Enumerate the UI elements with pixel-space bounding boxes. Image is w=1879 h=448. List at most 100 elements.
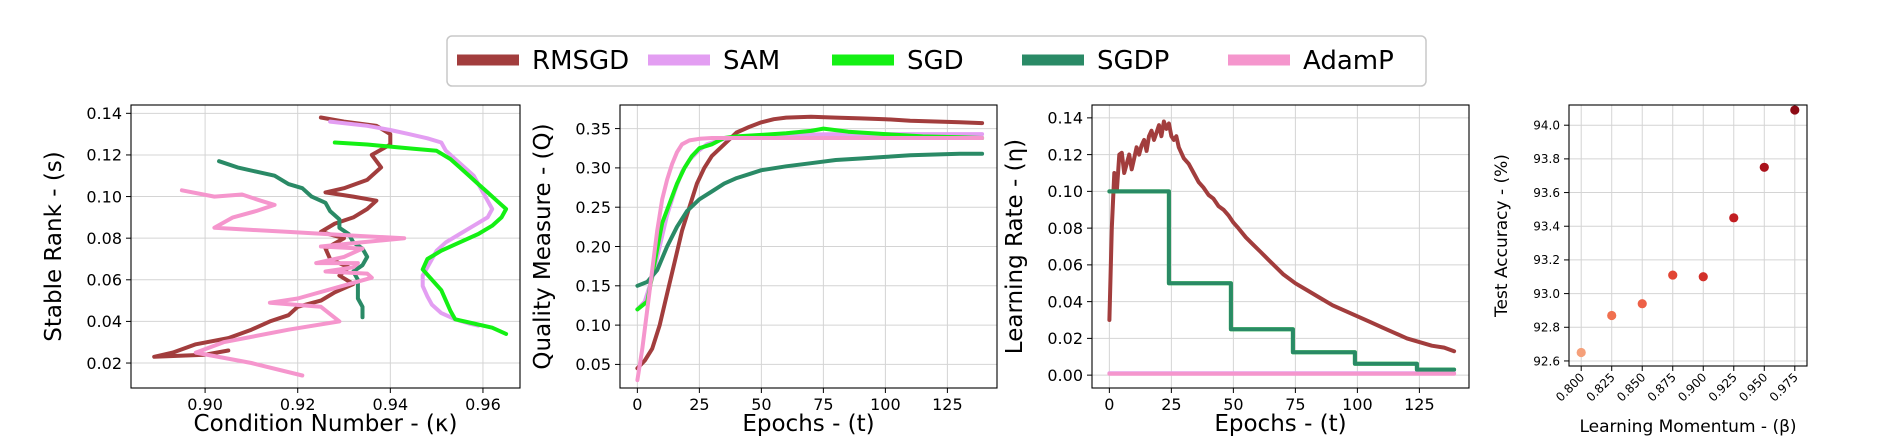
axes-frame: [1091, 104, 1470, 389]
y-tick-label: 93.2: [1533, 253, 1560, 267]
x-tick-label: 0.800: [1553, 370, 1587, 404]
y-tick-label: 0.35: [575, 119, 611, 138]
y-tick-label: 92.8: [1533, 321, 1560, 335]
axes-frame: [1568, 104, 1808, 367]
x-tick-label: 0.975: [1767, 370, 1801, 404]
x-tick-label: 75: [813, 395, 833, 414]
x-tick-label: 0.925: [1706, 370, 1740, 404]
x-tick-label: 0.850: [1614, 370, 1648, 404]
series-line-sgd: [1107, 189, 1457, 372]
x-axis-label: Condition Number - (κ): [194, 411, 458, 437]
y-tick-label: 0.10: [86, 187, 122, 206]
y-tick-label: 0.20: [575, 237, 611, 256]
y-tick-label: 93.8: [1533, 152, 1560, 166]
scatter-point: [1576, 347, 1586, 358]
series-line-rmsgd: [635, 114, 985, 371]
legend: RMSGD SAM SGD SGDP AdamP: [446, 35, 1427, 87]
x-tick-label: 125: [1404, 395, 1435, 414]
y-axis-label: Test Accuracy - (%): [1492, 154, 1512, 318]
x-tick-label: 100: [870, 395, 901, 414]
y-tick-label: 0.08: [1047, 219, 1083, 238]
series-line-sgdp: [635, 151, 985, 288]
y-tick-label: 0.02: [86, 354, 122, 373]
y-tick-label: 0.02: [1047, 329, 1083, 348]
x-tick-label: 0.92: [280, 395, 316, 414]
x-tick-label: 75: [1285, 395, 1305, 414]
y-axis-label: Quality Measure - (Q): [530, 123, 556, 369]
y-tick-label: 0.05: [575, 355, 611, 374]
series-line-rmsgd: [1107, 119, 1457, 354]
x-tick-label: 100: [1342, 395, 1373, 414]
series-line-sam: [328, 119, 495, 328]
y-tick-label: 0.14: [86, 104, 122, 123]
x-tick-label: 0.950: [1736, 370, 1770, 404]
scatter-point: [1698, 272, 1708, 282]
plot-area: [635, 114, 985, 383]
y-tick-label: 94.0: [1533, 119, 1560, 133]
y-tick-label: 0.10: [575, 316, 611, 335]
y-tick-label: 0.25: [575, 198, 611, 217]
legend-frame: [446, 35, 1427, 87]
y-tick-label: 93.4: [1533, 220, 1560, 234]
scatter-point: [1729, 213, 1739, 223]
legend-label-sam: SAM: [723, 46, 780, 76]
y-tick-label: 0.04: [1047, 292, 1083, 311]
axes-frame: [619, 104, 998, 389]
x-tick-label: 25: [1161, 395, 1181, 414]
x-tick-label: 0: [632, 395, 642, 414]
chart-panel-4: 0.8000.8250.8500.8750.9000.9250.9500.975…: [1492, 104, 1808, 437]
x-tick-label: 0.875: [1645, 370, 1679, 404]
x-tick-label: 50: [1223, 395, 1243, 414]
axes-frame: [130, 104, 521, 389]
x-tick-label: 0.96: [465, 395, 501, 414]
x-tick-label: 25: [689, 395, 709, 414]
y-tick-label: 93.0: [1533, 287, 1560, 301]
scatter-point: [1607, 310, 1617, 321]
series-line-sgd: [332, 140, 509, 336]
x-axis-label: Epochs - (t): [1214, 411, 1346, 437]
y-tick-label: 0.04: [86, 312, 122, 331]
y-tick-label: 0.06: [86, 271, 122, 290]
y-tick-label: 0.12: [1047, 145, 1083, 164]
y-tick-label: 0.14: [1047, 109, 1083, 128]
x-axis-label: Learning Momentum - (β): [1579, 417, 1796, 437]
legend-label-sgd: SGD: [907, 46, 964, 76]
legend-label-rmsgd: RMSGD: [532, 46, 629, 76]
series-line-sgdp: [217, 159, 370, 320]
y-tick-label: 93.6: [1533, 186, 1560, 200]
y-tick-label: 0.30: [575, 159, 611, 178]
series-line-sgd: [635, 126, 985, 312]
scatter-point: [1790, 105, 1800, 115]
plot-area: [1107, 119, 1457, 376]
x-tick-label: 0: [1104, 395, 1114, 414]
series-line-adamp: [635, 136, 985, 383]
y-axis-label: Learning Rate - (η): [1002, 139, 1028, 354]
scatter-point: [1637, 299, 1647, 309]
x-tick-label: 0.90: [187, 395, 223, 414]
y-tick-label: 0.15: [575, 277, 611, 296]
legend-label-adamp: AdamP: [1303, 46, 1394, 76]
y-tick-label: 0.08: [86, 229, 122, 248]
x-tick-label: 0.825: [1584, 370, 1618, 404]
x-tick-label: 0.94: [373, 395, 409, 414]
chart-panel-2: 0 25 50 75 100 125 0.05 0.10 0.15 0.20 0.25 0.30 0.3…: [530, 104, 998, 437]
y-tick-label: 0.00: [1047, 366, 1083, 385]
y-tick-label: 0.10: [1047, 182, 1083, 201]
chart-panel-1: 0.90 0.92 0.94 0.96 0.02 0.04 0.06 0.08 0.10 0.12…: [41, 104, 521, 437]
subplots: 0.90 0.92 0.94 0.96 0.02 0.04 0.06 0.08 0.10 0.12…: [41, 104, 1808, 437]
plot-area: [152, 115, 509, 378]
series-line-adamp: [179, 188, 407, 378]
scatter-point: [1759, 162, 1769, 172]
x-tick-label: 50: [751, 395, 771, 414]
y-tick-label: 92.6: [1533, 354, 1560, 368]
plot-area: [1576, 105, 1800, 358]
x-tick-label: 125: [932, 395, 963, 414]
x-axis-label: Epochs - (t): [742, 411, 874, 437]
legend-label-sgdp: SGDP: [1097, 46, 1169, 76]
y-axis-label: Stable Rank - (s): [41, 151, 67, 341]
y-tick-label: 0.12: [86, 146, 122, 165]
series-line-sgdp: [1107, 189, 1457, 372]
y-tick-label: 0.06: [1047, 256, 1083, 275]
x-tick-label: 0.900: [1675, 370, 1709, 404]
